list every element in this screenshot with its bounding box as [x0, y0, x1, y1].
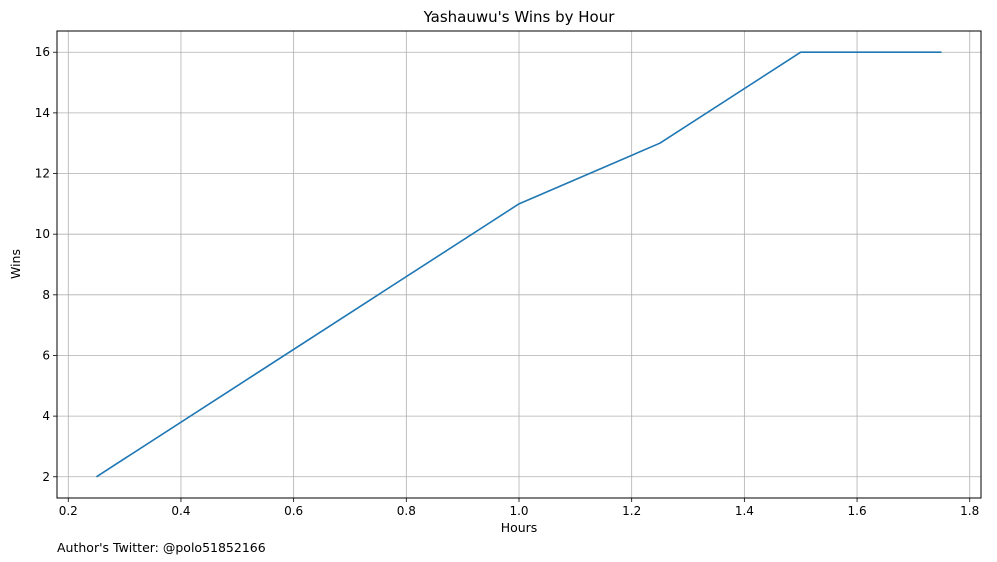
y-tick-label: 12 — [35, 167, 50, 181]
chart-title: Yashauwu's Wins by Hour — [423, 8, 616, 26]
y-grid — [57, 51, 981, 478]
x-tick-label: 1.2 — [622, 504, 641, 518]
x-tick-label: 1.0 — [509, 504, 528, 518]
series-line-0 — [96, 51, 942, 478]
x-tick-label: 1.6 — [848, 504, 867, 518]
x-tick-label: 0.6 — [284, 504, 303, 518]
y-tick-label: 10 — [35, 227, 50, 241]
y-tick-label: 14 — [35, 106, 50, 120]
x-ticks: 0.2 0.4 0.6 0.8 1.0 1.2 1.4 1.6 1.8 — [59, 498, 979, 518]
x-tick-label: 1.4 — [735, 504, 754, 518]
y-tick-label: 6 — [42, 348, 50, 362]
x-tick-label: 1.8 — [960, 504, 979, 518]
author-credit: Author's Twitter: @polo51852166 — [57, 540, 266, 555]
x-axis-label: Hours — [501, 520, 538, 535]
y-tick-label: 4 — [42, 409, 50, 423]
y-axis-label: Wins — [8, 249, 23, 279]
y-ticks: 2 4 6 8 10 12 14 16 — [35, 45, 57, 484]
x-tick-label: 0.2 — [59, 504, 78, 518]
x-tick-label: 0.8 — [397, 504, 416, 518]
y-tick-label: 16 — [35, 45, 50, 59]
series-layer — [96, 51, 942, 478]
y-tick-label: 8 — [42, 288, 50, 302]
x-grid — [67, 31, 971, 498]
y-tick-label: 2 — [42, 470, 50, 484]
x-tick-label: 0.4 — [171, 504, 190, 518]
